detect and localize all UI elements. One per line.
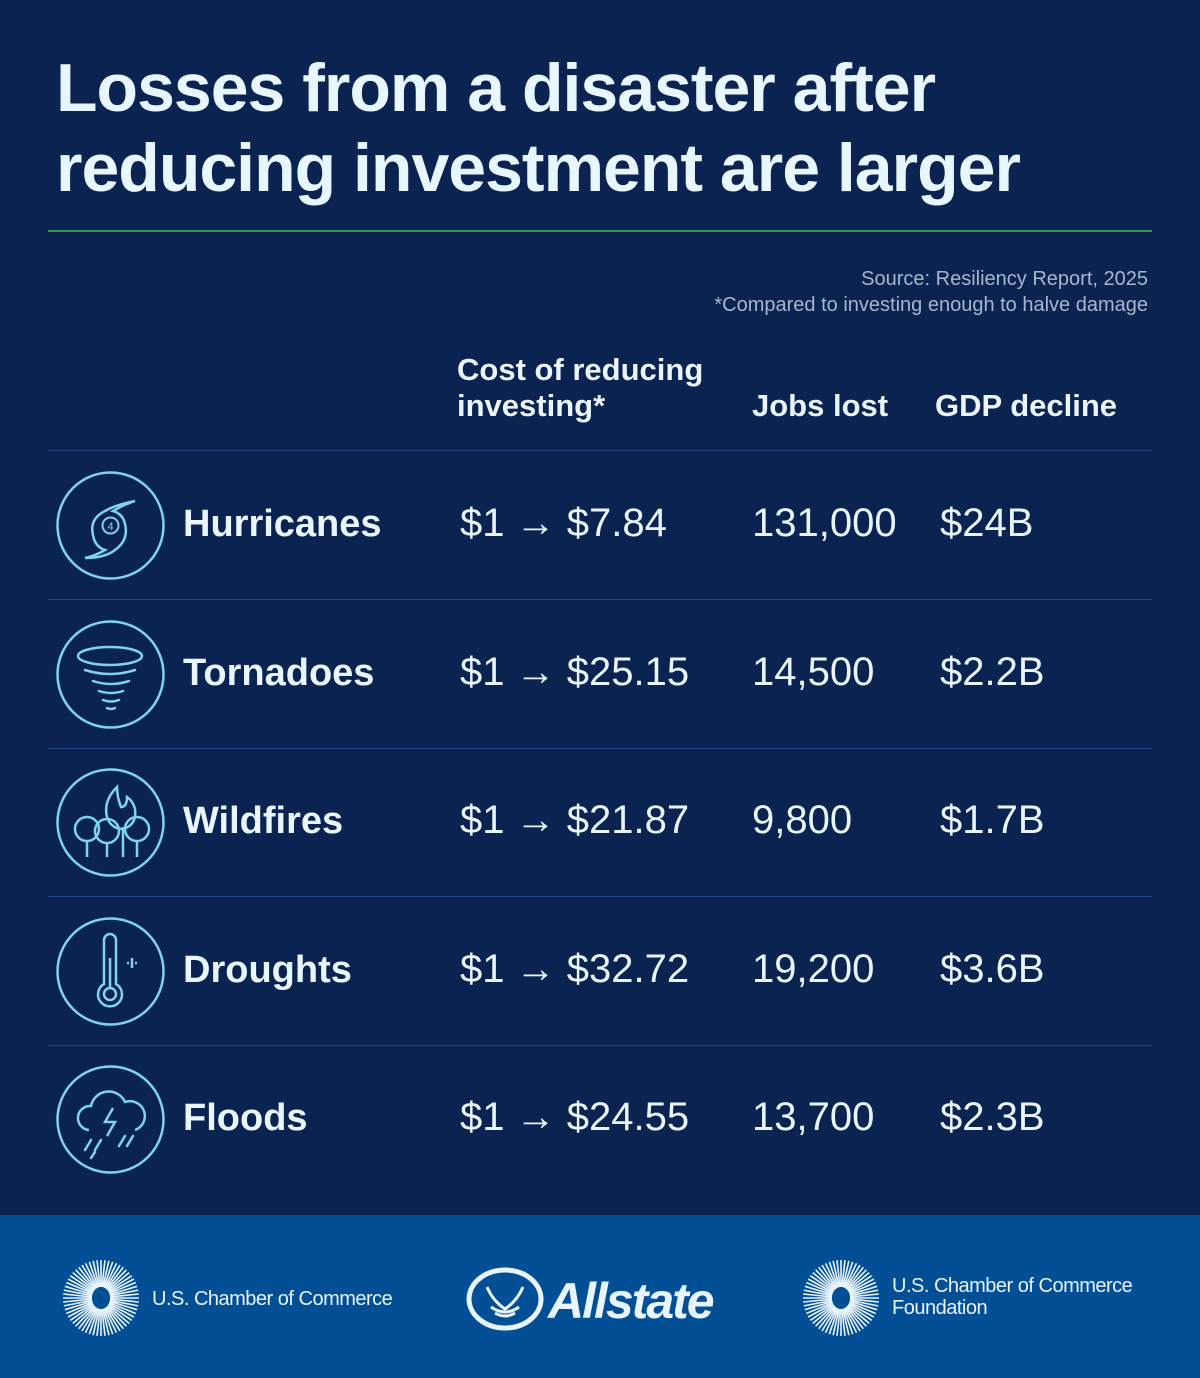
cost-value: $1 → $21.87 [460,798,690,843]
uscc-logo-text: U.S. Chamber of Commerce [152,1288,393,1310]
jobs-value: 9,800 [752,798,853,843]
storm-cloud-icon [56,1065,165,1175]
uscc-logo-icon [63,1260,139,1336]
gdp-value: $1.7B [940,798,1045,843]
cost-value: $1 → $24.55 [460,1095,690,1140]
footer: U.S. Chamber of Commerce Allstate U.S. C… [0,1215,1200,1378]
source-note: Source: Resiliency Report, 2025 *Compare… [714,266,1148,318]
page-title: Losses from a disaster after reducing in… [56,48,1021,208]
row-divider [48,747,1152,749]
table-row: Tornadoes $1 → $25.15 14,500 $2.2B [0,600,1200,749]
jobs-value: 13,700 [752,1095,875,1140]
hurricane-icon: 4 [56,471,165,580]
header-cost: Cost of reducing investing* [457,352,703,424]
header-cost-line1: Cost of reducing [457,352,704,387]
cost-value: $1 → $7.84 [460,501,667,545]
allstate-hands-icon [466,1267,544,1331]
row-divider [48,896,1152,898]
cost-value: $1 → $32.72 [460,946,690,991]
allstate-logo-text: Allstate [548,1273,715,1329]
header-jobs: Jobs lost [752,388,889,423]
disaster-name: Floods [183,1097,308,1140]
table-row: Droughts $1 → $32.72 19,200 $3.6B [0,897,1200,1046]
wildfire-icon [56,768,165,877]
title-line-2: reducing investment are larger [56,130,1021,206]
jobs-value: 19,200 [752,946,875,991]
jobs-value: 131,000 [752,501,897,545]
table-row: Wildfires $1 → $21.87 9,800 $1.7B [0,748,1200,897]
gdp-value: $2.3B [940,1095,1045,1140]
gdp-value: $2.2B [940,649,1045,694]
disaster-name: Hurricanes [183,503,382,545]
header-cost-line2: investing* [457,388,606,423]
foundation-line1: U.S. Chamber of Commerce [892,1275,1133,1297]
disaster-name: Wildfires [183,800,344,843]
header-divider [48,450,1152,451]
uscc-foundation-logo-icon [803,1260,879,1336]
disaster-name: Droughts [183,948,352,991]
gdp-value: $3.6B [940,946,1045,991]
uscc-foundation-logo-text: U.S. Chamber of Commerce Foundation [892,1275,1133,1319]
tornado-icon [56,619,165,729]
foundation-line2: Foundation [892,1297,988,1319]
row-divider [48,599,1152,600]
cost-value: $1 → $25.15 [460,649,690,694]
row-divider [48,1044,1152,1046]
footnote-text: *Compared to investing enough to halve d… [714,294,1148,316]
thermometer-icon [56,917,165,1026]
table-row: Floods $1 → $24.55 13,700 $2.3B [0,1045,1200,1194]
jobs-value: 14,500 [752,649,875,694]
header-gdp: GDP decline [935,388,1118,423]
disaster-name: Tornadoes [183,651,375,694]
title-line-1: Losses from a disaster after [56,50,936,126]
table-row: 4 Hurricanes $1 → $7.84 131,000 $24B [0,451,1200,600]
svg-text:4: 4 [107,521,113,533]
gdp-value: $24B [940,501,1034,545]
source-text: Source: Resiliency Report, 2025 [861,268,1148,290]
title-divider [48,230,1152,232]
